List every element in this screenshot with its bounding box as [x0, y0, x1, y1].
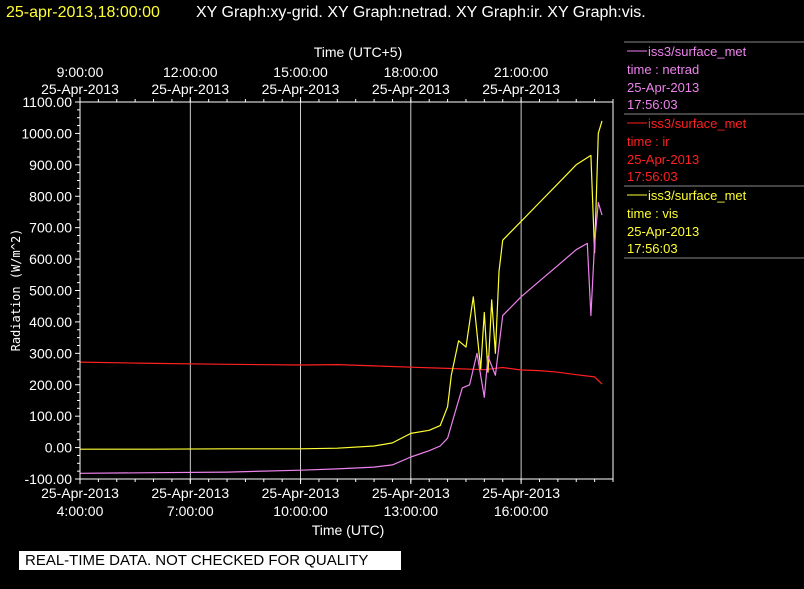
x-tick-time: 16:00:00 [494, 503, 549, 519]
x-tick-date: 25-Apr-2013 [262, 485, 340, 501]
header-titles: XY Graph:xy-grid. XY Graph:netrad. XY Gr… [196, 4, 646, 21]
y-tick-label: 400.00 [29, 314, 72, 330]
series-lines [79, 120, 603, 474]
legend-desc: time : netrad [627, 62, 699, 77]
series-line-vis [80, 120, 603, 450]
legend-time: 17:56:03 [627, 241, 678, 256]
y-tick-label: 200.00 [29, 377, 72, 393]
y-tick-label: 500.00 [29, 283, 72, 299]
x-axis-title: Time (UTC) [312, 522, 385, 538]
x-tick-date: 25-Apr-2013 [482, 485, 560, 501]
legend-time: 17:56:03 [627, 97, 678, 112]
header-timestamp: 25-apr-2013,18:00:00 [6, 4, 160, 21]
legend-date: 25-Apr-2013 [627, 224, 699, 239]
y-tick-label: 700.00 [29, 220, 72, 236]
y-tick-label: 900.00 [29, 157, 72, 173]
y-axis-title: Radiation (W/m^2) [9, 229, 23, 352]
x-tick-time: 10:00:00 [273, 503, 328, 519]
y-axis: -100.00 0.00 100.00 200.00 300.00 400.00 500.0… [21, 94, 80, 487]
x-tick-time: 13:00:00 [384, 503, 439, 519]
legend-source: iss3/surface_met [648, 188, 747, 203]
x-tick-date: 25-Apr-2013 [41, 485, 119, 501]
x2-tick-time: 21:00:00 [494, 64, 549, 80]
x2-tick-time: 15:00:00 [273, 64, 328, 80]
y-tick-label: 600.00 [29, 251, 72, 267]
x2-tick-date: 25-Apr-2013 [151, 81, 229, 97]
x2-axis-title: Time (UTC+5) [314, 44, 403, 60]
x-tick-date: 25-Apr-2013 [151, 485, 229, 501]
legend-date: 25-Apr-2013 [627, 152, 699, 167]
plot-frame [79, 101, 614, 480]
legend-time: 17:56:03 [627, 169, 678, 184]
data-quality-disclaimer: REAL-TIME DATA. NOT CHECKED FOR QUALITY [19, 551, 401, 570]
series-line-netrad [79, 201, 603, 474]
y-tick-label: 100.00 [29, 408, 72, 424]
x-axis-top: 9:00:0025-Apr-201312:00:0025-Apr-201315:… [41, 64, 614, 102]
x-axis-bottom: 25-Apr-2013 4:00:00 25-Apr-2013 7:00:00 25-A… [41, 479, 614, 519]
x2-tick-date: 25-Apr-2013 [41, 81, 119, 97]
y-tick-label: 800.00 [29, 188, 72, 204]
y-tick-label: 0.00 [45, 440, 72, 456]
y-tick-label: 1000.00 [21, 125, 72, 141]
x2-tick-time: 18:00:00 [384, 64, 439, 80]
legend-desc: time : vis [627, 206, 679, 221]
series-line-ir [79, 361, 603, 385]
legend-source: iss3/surface_met [648, 116, 747, 131]
grid-lines [189, 102, 522, 479]
y-tick-label: 300.00 [29, 345, 72, 361]
x2-tick-date: 25-Apr-2013 [482, 81, 560, 97]
x-tick-time: 4:00:00 [57, 503, 104, 519]
x2-tick-time: 12:00:00 [163, 64, 218, 80]
x-tick-date: 25-Apr-2013 [372, 485, 450, 501]
legend-desc: time : ir [627, 134, 670, 149]
x-tick-time: 7:00:00 [167, 503, 214, 519]
x2-tick-date: 25-Apr-2013 [372, 81, 450, 97]
x2-tick-date: 25-Apr-2013 [262, 81, 340, 97]
x2-tick-time: 9:00:00 [57, 64, 104, 80]
legend-date: 25-Apr-2013 [627, 80, 699, 95]
legend-source: iss3/surface_met [648, 44, 747, 59]
y-tick-label: -100.00 [25, 471, 73, 487]
y-tick-label: 1100.00 [22, 94, 72, 110]
